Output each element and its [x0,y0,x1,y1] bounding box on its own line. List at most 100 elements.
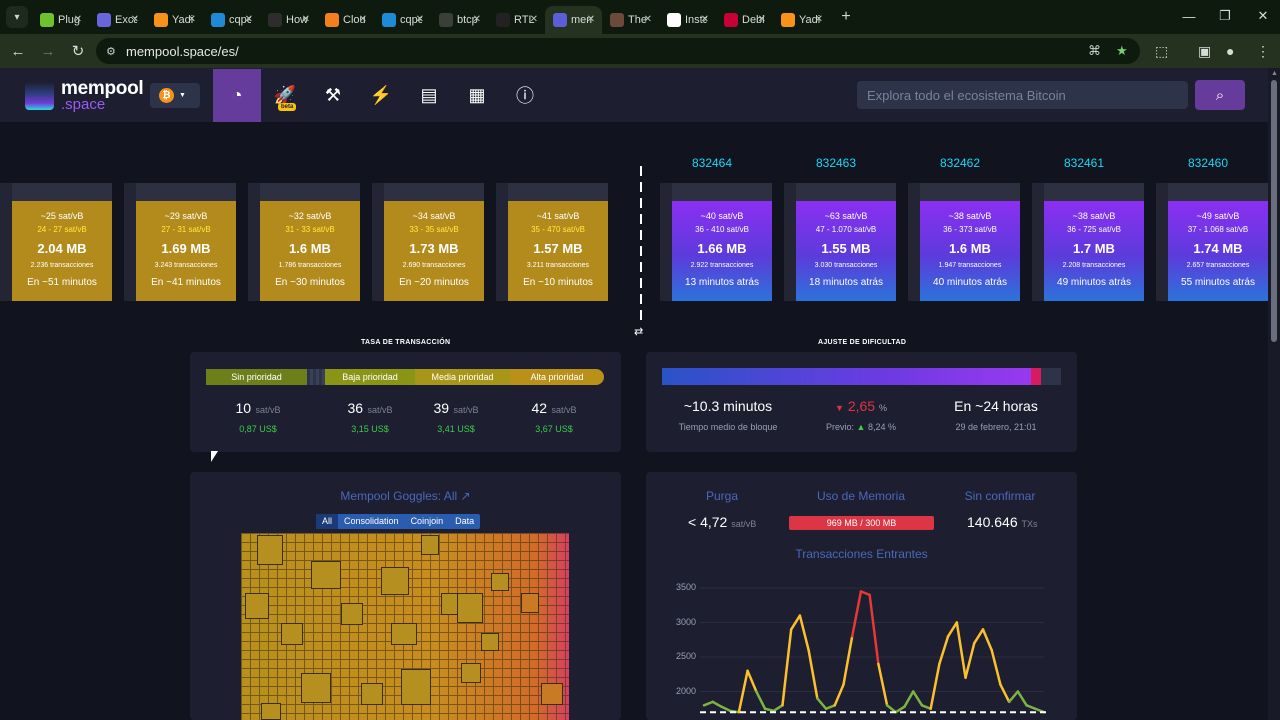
close-tab-icon[interactable]: ✕ [301,14,310,25]
goggles-tab[interactable]: All [316,514,339,529]
profile-icon[interactable]: ● [1226,43,1235,59]
mempool-block[interactable]: ~41 sat/vB 35 - 470 sat/vB 1.57 MB 3.211 tr… [496,183,608,301]
close-tab-icon[interactable]: ✕ [586,14,595,25]
scroll-up-icon[interactable]: ▲ [1271,70,1278,77]
goggles-tab[interactable]: Coinjoin [410,516,444,526]
tab-search-button[interactable]: ▾ [6,6,28,28]
docs-nav-icon[interactable]: ▦ [468,84,486,105]
mining-nav-icon[interactable]: ⚒ [324,84,342,105]
close-window-button[interactable]: ✕ [1257,8,1269,23]
about-nav-icon[interactable]: ⓘ [516,86,534,106]
browser-tab[interactable]: cqpe ✕ [374,6,431,34]
tx-tile[interactable] [457,593,483,623]
close-tab-icon[interactable]: ✕ [415,14,424,25]
close-tab-icon[interactable]: ✕ [358,14,367,25]
browser-tab[interactable]: How ✕ [260,6,317,34]
tx-tile[interactable] [421,535,439,555]
block-height-link[interactable]: 832463 [815,156,857,170]
external-link-icon[interactable]: ↗ [460,489,471,503]
address-bar[interactable]: ⚙ mempool.space/es/ ⌘ ★ [96,38,1140,64]
browser-tab[interactable]: Yadi ✕ [146,6,203,34]
translate-icon[interactable]: ⌘ [1088,43,1101,58]
mempool-block[interactable]: ~34 sat/vB 33 - 35 sat/vB 1.73 MB 2.690 tra… [372,183,484,301]
block-height-link[interactable]: 832460 [1187,156,1229,170]
graphs-nav-icon[interactable]: ▤ [420,84,438,105]
mined-block[interactable]: ~63 sat/vB 47 - 1.070 sat/vB 1.55 MB 3.030 … [784,183,896,301]
swap-arrows-icon[interactable]: ⇄ [634,326,644,338]
scroll-thumb[interactable] [1271,80,1277,342]
maximize-button[interactable]: ❐ [1219,8,1231,23]
tx-tile[interactable] [401,669,431,705]
tx-tile[interactable] [491,573,509,591]
block-height-link[interactable]: 832464 [691,156,733,170]
incoming-tx-chart[interactable] [700,575,1050,720]
browser-tab[interactable]: Debi ✕ [716,6,773,34]
close-tab-icon[interactable]: ✕ [757,14,766,25]
close-tab-icon[interactable]: ✕ [472,14,481,25]
browser-tab[interactable]: btcp ✕ [431,6,488,34]
close-tab-icon[interactable]: ✕ [73,14,82,25]
tx-tile[interactable] [381,567,409,595]
extensions-icon[interactable]: ⬚ [1155,43,1169,59]
bookmark-star-icon[interactable]: ★ [1116,43,1128,58]
search-input[interactable] [857,81,1188,109]
close-tab-icon[interactable]: ✕ [700,14,709,25]
mempool-block[interactable]: ~25 sat/vB 24 - 27 sat/vB 2.04 MB 2.236 tra… [0,183,112,301]
tx-tile[interactable] [301,673,331,703]
goggles-title[interactable]: Mempool Goggles: All ↗ [190,489,621,503]
mined-block[interactable]: ~40 sat/vB 36 - 410 sat/vB 1.66 MB 2.922 tr… [660,183,772,301]
browser-tab[interactable]: Plug ✕ [32,6,89,34]
lightning-nav-icon[interactable]: ⚡ [369,84,393,105]
menu-icon[interactable]: ⋮ [1256,43,1270,59]
tx-tile[interactable] [245,593,269,619]
browser-tab[interactable]: Exca ✕ [89,6,146,34]
tx-tile[interactable] [341,603,363,625]
close-tab-icon[interactable]: ✕ [244,14,253,25]
block-height-link[interactable]: 832462 [939,156,981,170]
mined-block[interactable]: ~38 sat/vB 36 - 725 sat/vB 1.7 MB 2.208 tra… [1032,183,1144,301]
accelerator-nav-icon[interactable]: 🚀 beta [273,84,297,111]
tx-tile[interactable] [481,633,499,651]
close-tab-icon[interactable]: ✕ [643,14,652,25]
mempool-block-visualization[interactable] [241,533,569,720]
network-selector[interactable]: ₿ ▼ [150,83,200,108]
mined-block[interactable]: ~38 sat/vB 36 - 373 sat/vB 1.6 MB 1.947 tra… [908,183,1020,301]
search-button[interactable]: ⌕ [1195,80,1245,110]
tx-tile[interactable] [461,663,481,683]
browser-tab[interactable]: RTL ✕ [488,6,545,34]
block-height-link[interactable]: 832461 [1063,156,1105,170]
reload-button[interactable]: ↻ [71,43,85,60]
mempool-logo[interactable]: mempool .space [25,78,145,113]
tx-tile[interactable] [311,561,341,589]
side-panel-icon[interactable]: ▣ [1198,43,1212,59]
browser-tab[interactable]: Yadi ✕ [773,6,830,34]
forward-button[interactable]: → [40,42,56,60]
dashboard-nav-icon[interactable]: ◔ [213,69,261,122]
tx-tile[interactable] [257,535,283,565]
close-tab-icon[interactable]: ✕ [529,14,538,25]
close-tab-icon[interactable]: ✕ [187,14,196,25]
goggles-tab[interactable]: Consolidation [344,516,399,526]
close-tab-icon[interactable]: ✕ [814,14,823,25]
goggles-tab[interactable]: Data [455,516,475,526]
tx-tile[interactable] [391,623,417,645]
mined-block[interactable]: ~49 sat/vB 37 - 1.068 sat/vB 1.74 MB 2.657 … [1156,183,1268,301]
new-tab-button[interactable]: + [841,8,851,25]
tx-tile[interactable] [541,683,563,705]
browser-tab[interactable]: Clou ✕ [317,6,374,34]
tx-tile[interactable] [281,623,303,645]
close-tab-icon[interactable]: ✕ [130,14,139,25]
back-button[interactable]: ← [10,42,26,60]
page-scrollbar[interactable]: ▲ [1268,68,1280,720]
browser-tab[interactable]: cqpe ✕ [203,6,260,34]
tx-tile[interactable] [261,703,281,720]
minimize-button[interactable]: — [1182,8,1196,24]
site-settings-icon[interactable]: ⚙ [106,45,116,58]
browser-tab[interactable]: Insta ✕ [659,6,716,34]
browser-tab[interactable]: mem ✕ [545,6,602,34]
tx-tile[interactable] [521,593,539,613]
mempool-block[interactable]: ~29 sat/vB 27 - 31 sat/vB 1.69 MB 3.243 tra… [124,183,236,301]
tx-tile[interactable] [361,683,383,705]
mempool-block[interactable]: ~32 sat/vB 31 - 33 sat/vB 1.6 MB 1.786 tran… [248,183,360,301]
browser-tab[interactable]: The ✕ [602,6,659,34]
